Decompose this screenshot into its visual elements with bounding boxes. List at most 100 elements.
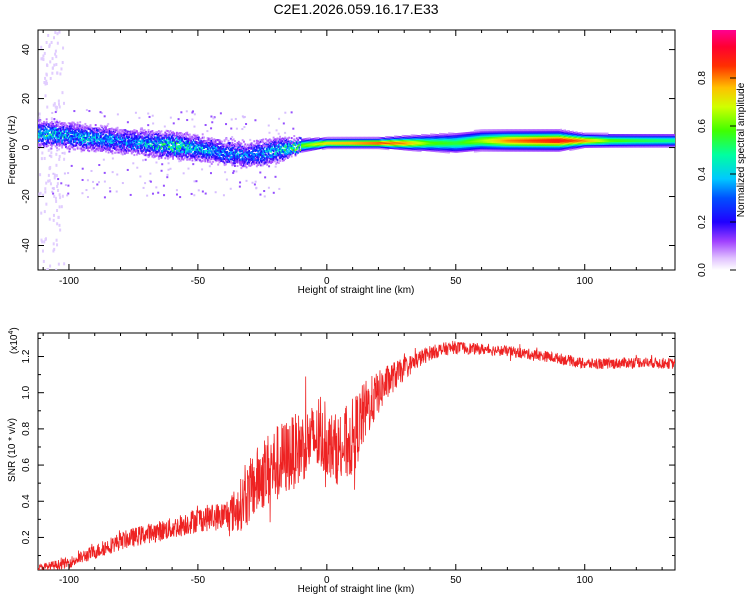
heatmap-cell xyxy=(136,140,138,143)
heatmap-cell xyxy=(466,137,468,141)
heatmap-cell xyxy=(89,132,92,135)
heatmap-cell xyxy=(472,141,475,144)
heatmap-cell xyxy=(445,133,448,136)
heatmap-cell xyxy=(263,151,266,154)
heatmap-cell xyxy=(348,138,351,141)
heatmap-cell xyxy=(446,136,449,139)
heatmap-speckle xyxy=(53,119,56,123)
heatmap-cell xyxy=(393,138,396,141)
heatmap-cell xyxy=(49,136,52,139)
heatmap-cell xyxy=(44,142,47,145)
heatmap-cell xyxy=(72,144,75,147)
heatmap-cell xyxy=(420,142,423,145)
heatmap-cell xyxy=(476,132,479,135)
heatmap-cell xyxy=(444,139,447,142)
heatmap-cell xyxy=(224,159,227,162)
heatmap-cell xyxy=(197,151,200,154)
heatmap-cell xyxy=(286,137,289,140)
heatmap-cell xyxy=(197,149,200,153)
heatmap-cell xyxy=(365,147,368,150)
heatmap-cell xyxy=(281,155,284,158)
heatmap-speckle xyxy=(55,174,58,178)
heatmap-cell xyxy=(201,153,204,156)
heatmap-cell xyxy=(342,142,345,145)
heatmap-cell xyxy=(106,139,109,142)
heatmap-cell xyxy=(308,147,311,150)
heatmap-cell xyxy=(68,136,71,139)
heatmap-cell xyxy=(454,133,457,136)
heatmap-cell xyxy=(107,132,110,135)
heatmap-cell xyxy=(147,146,150,149)
heatmap-speckle xyxy=(54,105,57,109)
heatmap-cell xyxy=(286,156,289,159)
heatmap-cell xyxy=(334,138,337,141)
heatmap-speckle xyxy=(58,154,61,158)
heatmap-cell xyxy=(206,137,209,140)
heatmap-cell xyxy=(273,138,276,141)
heatmap-cell xyxy=(368,145,370,148)
heatmap-cell xyxy=(146,133,149,136)
heatmap-speckle xyxy=(52,103,55,107)
heatmap-cell xyxy=(232,154,235,157)
heatmap-cell xyxy=(319,139,321,142)
heatmap-cell xyxy=(393,142,396,145)
heatmap-cell xyxy=(166,148,169,151)
heatmap-speckle xyxy=(51,71,54,75)
heatmap-cell xyxy=(272,142,275,145)
heatmap-cell xyxy=(212,154,214,158)
heatmap-speckle xyxy=(43,240,46,244)
heatmap-cell xyxy=(164,135,167,138)
heatmap-cell xyxy=(426,144,429,147)
heatmap-cell xyxy=(426,135,429,139)
heatmap-cell xyxy=(56,128,58,132)
heatmap-cell xyxy=(408,145,410,148)
heatmap-cell xyxy=(161,137,164,140)
heatmap-cell xyxy=(147,149,150,152)
heatmap-cell xyxy=(183,133,186,136)
heatmap-speckle xyxy=(50,155,53,159)
heatmap-cell xyxy=(402,148,405,151)
heatmap-cell xyxy=(436,142,439,145)
heatmap-cell xyxy=(252,153,254,156)
heatmap-cell xyxy=(105,148,107,151)
heatmap-cell xyxy=(451,147,454,150)
heatmap-cell xyxy=(196,145,199,148)
heatmap-cell xyxy=(170,137,173,140)
heatmap-cell xyxy=(222,147,225,150)
heatmap-cell xyxy=(276,145,279,148)
heatmap-cell xyxy=(152,149,155,152)
heatmap-cell xyxy=(181,146,184,149)
heatmap-cell xyxy=(368,142,370,145)
heatmap-cell xyxy=(388,146,391,149)
heatmap-cell xyxy=(145,154,147,157)
heatmap-cell xyxy=(399,140,401,143)
heatmap-cell xyxy=(350,138,352,141)
heatmap-cell xyxy=(230,160,233,163)
heatmap-cell xyxy=(254,143,257,146)
heatmap-cell xyxy=(62,122,65,125)
heatmap-cell xyxy=(236,148,239,151)
heatmap-speckle xyxy=(43,156,46,160)
heatmap-speckle xyxy=(52,143,55,146)
heatmap-cell xyxy=(460,136,463,140)
heatmap-cell xyxy=(139,148,142,151)
heatmap-speckle xyxy=(157,191,160,194)
heatmap-cell xyxy=(146,138,149,141)
heatmap-speckle xyxy=(115,190,118,193)
heatmap-cell xyxy=(177,140,180,144)
heatmap-cell xyxy=(166,138,169,141)
heatmap-speckle xyxy=(201,190,204,193)
heatmap-cell xyxy=(413,144,416,147)
heatmap-cell xyxy=(462,132,465,135)
heatmap-cell xyxy=(210,146,213,150)
heatmap-cell xyxy=(423,144,426,147)
heatmap-cell xyxy=(72,134,75,137)
heatmap-cell xyxy=(145,143,147,146)
heatmap-cell xyxy=(390,145,392,148)
heatmap-cell xyxy=(257,140,260,143)
heatmap-cell xyxy=(283,144,285,147)
heatmap-cell xyxy=(455,134,458,137)
heatmap-cell xyxy=(139,128,142,131)
heatmap-cell xyxy=(267,146,270,150)
heatmap-cell xyxy=(201,136,204,139)
